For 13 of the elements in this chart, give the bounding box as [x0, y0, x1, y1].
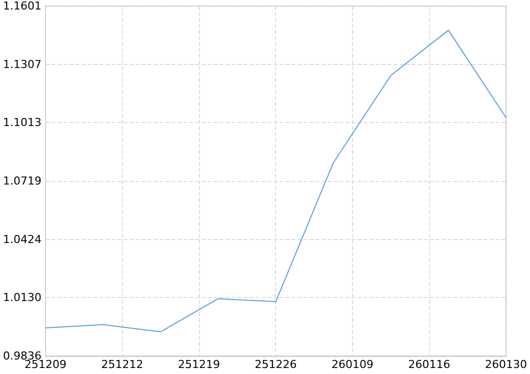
line-series — [44, 30, 506, 332]
x-tick-label: 260109 — [331, 358, 374, 371]
x-tick-label: 260130 — [485, 358, 527, 371]
y-tick-label: 1.0719 — [2, 174, 42, 188]
x-tick-label: 251226 — [254, 358, 297, 371]
y-tick-label: 1.0130 — [2, 291, 42, 304]
x-tick-label: 260116 — [408, 358, 450, 371]
y-tick-label: 1.1013 — [2, 116, 42, 130]
y-tick-label: 1.0424 — [2, 232, 42, 246]
y-tick-label: 1.1601 — [2, 0, 42, 12]
y-tick-label: 1.1307 — [2, 58, 42, 71]
x-tick-label: 251219 — [178, 358, 220, 371]
x-tick-label: 251212 — [101, 358, 144, 371]
